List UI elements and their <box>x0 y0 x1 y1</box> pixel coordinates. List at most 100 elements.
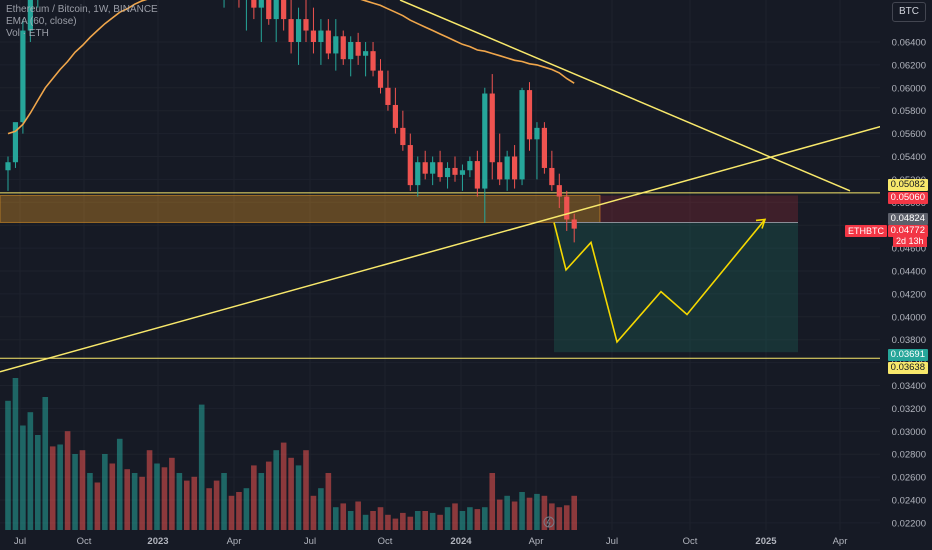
y-tick-label: 0.04400 <box>892 267 926 278</box>
candle-body <box>27 0 33 31</box>
candle-body <box>467 161 473 171</box>
candle-body <box>444 167 451 178</box>
volume-bar <box>72 454 78 530</box>
volume-bar <box>295 465 302 530</box>
y-axis-background <box>880 0 932 550</box>
candle-body <box>482 93 488 189</box>
volume-bar <box>191 476 198 530</box>
legend-title: Ethereum / Bitcoin, 1W, BINANCE <box>6 4 158 15</box>
x-tick-label: Oct <box>683 536 698 547</box>
x-axis: Jul Oct 2023 Apr Jul Oct 2024 Apr Jul Oct 2025 Apr <box>14 536 847 547</box>
candle-body <box>534 127 540 140</box>
volume-bar <box>116 438 123 530</box>
volume-bar <box>94 482 101 530</box>
y-tick-label: 0.04000 <box>892 312 926 323</box>
volume-bar <box>437 514 443 530</box>
volume-bar <box>213 480 220 530</box>
volume-bar <box>400 512 406 530</box>
lightning-icon-glyph <box>546 517 551 528</box>
volume-bar <box>556 507 563 530</box>
volume-bar <box>392 518 399 530</box>
x-tick-label: Jul <box>304 536 316 547</box>
candle-body <box>273 0 279 20</box>
volume-bar <box>87 473 93 530</box>
volume-bar <box>124 469 130 530</box>
y-tick-label: 0.04200 <box>892 289 926 300</box>
volume-bar <box>288 457 294 530</box>
volume-bar <box>146 450 153 530</box>
x-tick-label: Apr <box>833 536 848 547</box>
volume-bar <box>310 495 317 530</box>
symbol-tag: ETHBTC <box>845 225 887 237</box>
x-tick-label: 2024 <box>450 536 472 547</box>
y-tick-label: 0.02600 <box>892 473 926 484</box>
volume-bar <box>534 493 540 530</box>
volume-bar <box>571 495 577 530</box>
candle-body <box>474 161 480 189</box>
volume-bar <box>347 511 354 530</box>
volume-bar <box>318 488 324 530</box>
candle-body <box>512 156 518 180</box>
candle-body <box>497 162 503 180</box>
volume-bar <box>370 511 376 530</box>
volume-bar <box>243 488 250 530</box>
volume-bar <box>452 503 458 530</box>
volume-bar <box>169 457 175 530</box>
volume-bar <box>184 480 190 530</box>
volume-bar <box>444 507 451 530</box>
y-axis: 0.06400 0.06200 0.06000 0.05800 0.05600 0.054… <box>880 0 932 550</box>
volume-bar <box>429 512 436 530</box>
candle-body <box>348 42 354 60</box>
volume-bar <box>496 499 503 530</box>
volume-bar <box>176 473 183 530</box>
y-tick-label: 0.04600 <box>892 244 926 255</box>
candle-body <box>489 93 495 163</box>
volume-bar <box>526 497 533 530</box>
candle-body <box>12 122 19 163</box>
volume-bar <box>228 495 235 530</box>
support-zone-extension <box>600 195 798 223</box>
candle-body <box>459 170 466 175</box>
tag-level-bottom: 0.03638 <box>887 362 928 374</box>
volume-bar <box>161 467 168 530</box>
candle-body <box>325 30 331 54</box>
y-tick-label: 0.02400 <box>892 496 926 507</box>
falling-trendline <box>399 0 851 192</box>
x-tick-label: Jul <box>14 536 26 547</box>
volume-bar <box>563 505 570 530</box>
overlays <box>0 0 885 528</box>
support-zone <box>0 194 601 223</box>
tag-zone-top: 0.05060 <box>887 192 928 204</box>
volume-bar <box>79 450 86 530</box>
candle-body <box>303 19 309 31</box>
grid <box>0 0 880 530</box>
volume-bar <box>198 404 205 530</box>
x-tick-label: 2023 <box>147 536 168 547</box>
volume-bar <box>64 431 71 530</box>
currency-button[interactable]: BTC <box>892 2 926 22</box>
volume-bar <box>131 473 138 530</box>
x-tick-label: Oct <box>378 536 393 547</box>
volume-bar <box>541 495 548 530</box>
candle-body <box>288 19 294 42</box>
volume-bar <box>385 514 391 530</box>
candle-body <box>504 156 510 180</box>
candle-body <box>564 196 570 220</box>
y-tick-label: 0.03200 <box>892 404 926 415</box>
x-tick-label: 2025 <box>755 536 777 547</box>
lightning-icon <box>543 516 555 528</box>
candle-body <box>437 162 443 178</box>
volume-bar <box>273 450 279 530</box>
volume-bar <box>102 454 108 530</box>
rising-trendline <box>0 124 885 373</box>
candle-body <box>541 127 547 168</box>
y-tick-label: 0.02800 <box>892 450 926 461</box>
candle-body <box>519 90 525 180</box>
candle-body <box>281 0 287 20</box>
candle-body <box>363 51 369 56</box>
volume-bar <box>221 473 227 530</box>
candle-body <box>415 162 421 186</box>
y-tick-label: 0.03000 <box>892 427 926 438</box>
candle-body <box>549 167 555 186</box>
